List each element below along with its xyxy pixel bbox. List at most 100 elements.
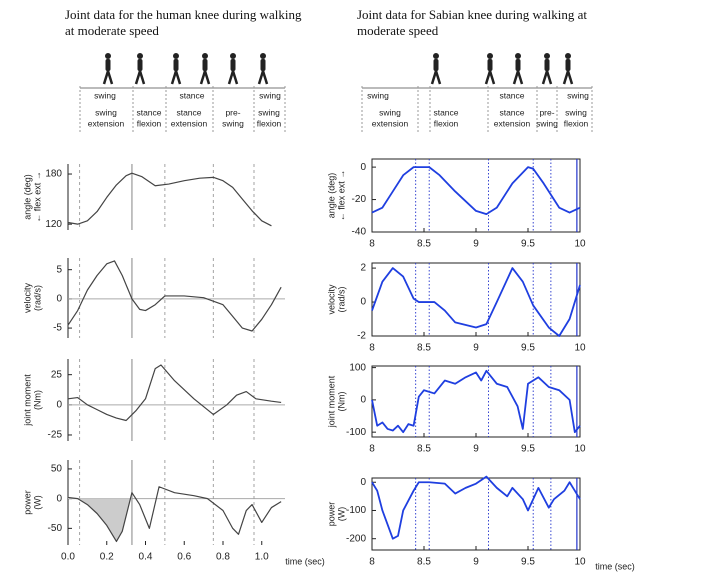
subphase-label: stance	[136, 107, 161, 117]
y-tick-label: 5	[56, 264, 62, 275]
y-axis-label: power	[326, 502, 336, 527]
x-tick-label: 8	[369, 444, 375, 455]
x-tick-label: 9	[473, 444, 479, 455]
panel-title: Joint data for Sabian knee during walkin…	[357, 7, 587, 22]
phase-label: swing	[567, 90, 589, 100]
y-axis-label: angle (deg)	[326, 173, 336, 219]
data-line	[371, 166, 581, 216]
y-tick-label: 180	[45, 169, 62, 180]
data-line	[371, 267, 581, 337]
y-axis-label: ← flex ext →	[32, 171, 42, 223]
y-axis-label: velocity	[326, 284, 336, 315]
y-tick-label: 50	[51, 464, 63, 475]
phase-label: stance	[499, 90, 524, 100]
y-tick-label: 2	[360, 263, 366, 274]
y-axis-label: (rad/s)	[32, 285, 42, 311]
walker	[134, 51, 146, 86]
subphase-label: stance	[433, 107, 458, 117]
y-tick-label: -40	[352, 227, 367, 238]
walker	[512, 51, 524, 86]
x-tick-label: 10	[574, 444, 586, 455]
subphase-label: pre-	[539, 107, 554, 117]
data-line	[67, 486, 282, 543]
subphase-label: flexion	[434, 118, 459, 128]
x-tick-label: 8.5	[417, 444, 431, 455]
subphase-label: swing	[565, 107, 587, 117]
x-tick-label: 0.8	[216, 552, 230, 563]
x-tick-label: 8	[369, 239, 375, 250]
walker	[430, 51, 442, 86]
y-tick-label: -5	[53, 323, 62, 334]
subphase-label: stance	[176, 107, 201, 117]
x-tick-label: 8.5	[417, 557, 431, 568]
y-tick-label: -20	[352, 194, 367, 205]
data-line	[67, 260, 282, 332]
y-axis-label: (W)	[336, 507, 346, 522]
y-axis-label: (rad/s)	[336, 286, 346, 312]
walker	[541, 51, 553, 86]
y-axis-label: velocity	[22, 282, 32, 313]
x-tick-label: 10	[574, 239, 586, 250]
subphase-label: swing	[95, 107, 117, 117]
subphase-label: extension	[88, 118, 125, 128]
y-axis-label: angle (deg)	[22, 174, 32, 220]
subphase-label: flexion	[564, 118, 589, 128]
subphase-label: flexion	[137, 118, 162, 128]
x-tick-label: 10	[574, 343, 586, 354]
x-tick-label: 9.5	[521, 444, 535, 455]
walker	[170, 51, 182, 86]
y-tick-label: 0	[360, 162, 366, 173]
subphase-label: stance	[499, 107, 524, 117]
y-axis-label: (Nm)	[32, 390, 42, 410]
subphase-label: swing	[258, 107, 280, 117]
plot-frame	[371, 365, 581, 438]
phase-label: swing	[94, 90, 116, 100]
x-tick-label: 9.5	[521, 343, 535, 354]
y-tick-label: -25	[48, 430, 63, 441]
subphase-label: pre-	[225, 107, 240, 117]
y-tick-label: 0	[56, 493, 62, 504]
x-tick-label: 0.4	[139, 552, 153, 563]
x-tick-label: 10	[574, 557, 586, 568]
plot-frame	[371, 262, 581, 337]
subphase-label: swing	[536, 118, 558, 128]
panel-title: Joint data for the human knee during wal…	[65, 7, 302, 22]
data-line	[371, 475, 581, 540]
subphase-label: flexion	[257, 118, 282, 128]
x-tick-label: 8	[369, 343, 375, 354]
x-tick-label: 9	[473, 343, 479, 354]
y-tick-label: 120	[45, 219, 62, 230]
x-tick-label: 1.0	[255, 552, 269, 563]
y-tick-label: -200	[346, 533, 366, 544]
phase-label: swing	[367, 90, 389, 100]
phase-label: swing	[259, 90, 281, 100]
x-tick-label: 9.5	[521, 557, 535, 568]
y-axis-label: joint moment	[22, 374, 32, 427]
y-axis-label: joint moment	[326, 375, 336, 428]
x-axis-label: time (sec)	[595, 561, 635, 571]
y-axis-label: ← flex ext →	[336, 170, 346, 222]
subphase-label: swing	[222, 118, 244, 128]
walker	[102, 51, 114, 86]
subphase-label: extension	[171, 118, 208, 128]
walkers	[102, 51, 574, 86]
x-tick-label: 9	[473, 239, 479, 250]
x-tick-label: 0.6	[177, 552, 191, 563]
x-tick-label: 9.5	[521, 239, 535, 250]
plot-frame	[371, 158, 581, 233]
y-tick-label: 100	[349, 362, 366, 373]
y-tick-label: -2	[357, 331, 366, 342]
data-line	[67, 364, 282, 422]
x-axis-label: time (sec)	[285, 556, 325, 566]
y-tick-label: -100	[346, 427, 366, 438]
data-line	[371, 369, 581, 434]
panel-title: at moderate speed	[65, 23, 159, 38]
walker	[199, 51, 211, 86]
y-axis-label: (Nm)	[336, 392, 346, 412]
walker	[484, 51, 496, 86]
x-tick-label: 0.0	[61, 552, 75, 563]
x-tick-label: 0.2	[100, 552, 114, 563]
y-tick-label: 0	[360, 297, 366, 308]
